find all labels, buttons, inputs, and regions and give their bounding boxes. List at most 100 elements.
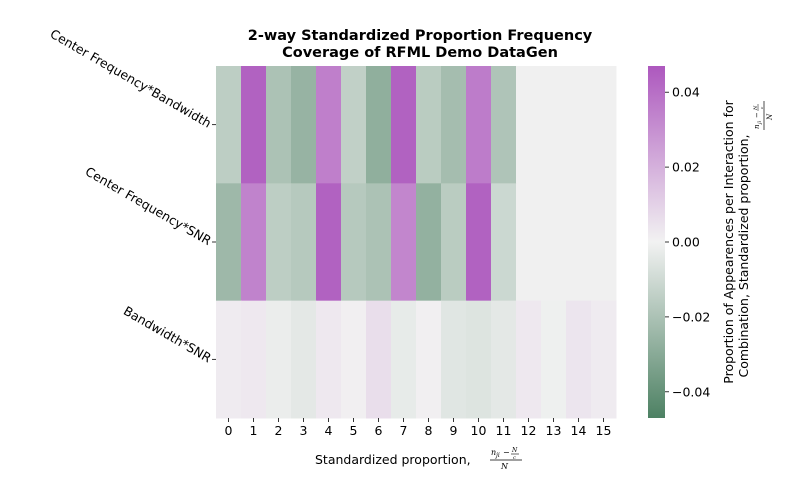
heatmap-cell xyxy=(441,300,467,419)
svg-text:n: n xyxy=(753,124,761,129)
heatmap-cell xyxy=(391,66,417,184)
x-tick-label: 11 xyxy=(496,423,512,438)
x-tick-label: 7 xyxy=(400,423,408,438)
heatmap-cell xyxy=(391,183,417,302)
heatmap-cell xyxy=(466,66,492,184)
x-axis-label-formula: n ji − N c N xyxy=(490,447,522,471)
colorbar-tick-label: 0.02 xyxy=(672,160,700,175)
chart-title-line-2: Coverage of RFML Demo DataGen xyxy=(282,45,558,61)
svg-text:N: N xyxy=(766,113,774,121)
x-axis-ticks: 0 1 2 3 4 5 6 7 8 9 10 11 12 13 14 15 xyxy=(225,418,612,438)
heatmap-cell xyxy=(591,300,617,419)
x-tick-label: 12 xyxy=(521,423,537,438)
heatmap-cell xyxy=(216,300,242,419)
svg-text:c: c xyxy=(759,106,764,109)
svg-text:ji: ji xyxy=(494,452,500,459)
heatmap-cell xyxy=(366,66,392,184)
x-tick-label: 13 xyxy=(546,423,562,438)
x-tick-label: 1 xyxy=(250,423,258,438)
heatmap-cell xyxy=(216,66,242,184)
heatmap-cell xyxy=(241,66,267,184)
colorbar-tick-label: 0.00 xyxy=(672,235,700,250)
heatmap-cell xyxy=(366,183,392,302)
svg-text:c: c xyxy=(513,455,516,461)
colorbar-label-line-2: Combination, Standardized proportion, xyxy=(736,134,751,377)
svg-text:ji: ji xyxy=(757,120,763,125)
heatmap-cell xyxy=(341,300,367,419)
x-tick-label: 6 xyxy=(375,423,383,438)
colorbar-ticks: −0.04 −0.02 0.00 0.02 0.04 xyxy=(665,85,710,399)
heatmap-cell xyxy=(291,183,317,302)
x-tick-label: 4 xyxy=(325,423,333,438)
heatmap-cell xyxy=(391,300,417,419)
heatmap-cell xyxy=(441,183,467,302)
heatmap-cell xyxy=(341,66,367,184)
heatmap-cell xyxy=(216,183,242,302)
heatmap-cell xyxy=(566,66,592,184)
svg-text:−: − xyxy=(503,448,510,457)
heatmap-cell xyxy=(441,66,467,184)
svg-text:−: − xyxy=(753,112,761,118)
x-tick-label: 0 xyxy=(225,423,233,438)
heatmap-cell xyxy=(491,300,517,419)
colorbar xyxy=(648,66,665,418)
x-tick-label: 8 xyxy=(425,423,433,438)
svg-text:N: N xyxy=(500,462,509,471)
heatmap-cell xyxy=(416,183,442,302)
x-axis-label: Standardized proportion, n ji − N c N xyxy=(315,447,522,471)
heatmap-cell xyxy=(591,183,617,302)
x-tick-label: 15 xyxy=(596,423,612,438)
x-tick-label: 10 xyxy=(471,423,487,438)
heatmap-cell xyxy=(291,300,317,419)
heatmap-cell xyxy=(516,66,542,184)
heatmap-cell xyxy=(591,66,617,184)
heatmap-cell xyxy=(416,300,442,419)
y-axis-ticks: Center Frequency*Bandwidth Center Frequen… xyxy=(48,26,216,366)
heatmap-cell xyxy=(266,66,292,184)
heatmap-cell xyxy=(541,300,567,419)
heatmap-cell xyxy=(541,183,567,302)
heatmap-cell xyxy=(566,300,592,419)
y-tick-label: Bandwidth*SNR xyxy=(121,303,214,366)
svg-text:n: n xyxy=(491,448,496,457)
x-tick-label: 2 xyxy=(275,423,283,438)
colorbar-label-formula: n ji − N c N xyxy=(753,101,774,130)
heatmap-cell xyxy=(516,300,542,419)
heatmap-cell xyxy=(266,183,292,302)
heatmap-cell xyxy=(566,183,592,302)
colorbar-tick-label: −0.02 xyxy=(672,309,710,324)
chart-title-line-1: 2-way Standardized Proportion Frequency xyxy=(248,28,593,44)
colorbar-label-line-1: Proportion of Appearences per Interactio… xyxy=(721,99,736,383)
x-tick-label: 9 xyxy=(450,423,458,438)
heatmap-cells xyxy=(216,66,617,419)
svg-text:N: N xyxy=(511,447,518,454)
heatmap-cell xyxy=(316,300,342,419)
chart-title: 2-way Standardized Proportion Frequency … xyxy=(248,28,593,61)
x-tick-label: 3 xyxy=(300,423,308,438)
heatmap-cell xyxy=(416,66,442,184)
colorbar-tick-label: −0.04 xyxy=(672,384,710,399)
heatmap-cell xyxy=(316,183,342,302)
heatmap-cell xyxy=(466,183,492,302)
heatmap-cell xyxy=(291,66,317,184)
heatmap-cell xyxy=(491,66,517,184)
heatmap-cell xyxy=(241,183,267,302)
heatmap-cell xyxy=(316,66,342,184)
svg-text:N: N xyxy=(753,105,759,111)
heatmap-cell xyxy=(366,300,392,419)
colorbar-tick-label: 0.04 xyxy=(672,85,700,100)
heatmap-cell xyxy=(341,183,367,302)
heatmap-cell xyxy=(266,300,292,419)
heatmap-cell xyxy=(516,183,542,302)
y-tick-label: Center Frequency*SNR xyxy=(83,164,214,249)
heatmap-cell xyxy=(241,300,267,419)
x-axis-label-text: Standardized proportion, xyxy=(315,452,471,467)
colorbar-label: Proportion of Appearences per Interactio… xyxy=(721,99,774,383)
heatmap-cell xyxy=(541,66,567,184)
x-tick-label: 5 xyxy=(350,423,358,438)
heatmap-cell xyxy=(491,183,517,302)
x-tick-label: 14 xyxy=(571,423,587,438)
y-tick-label: Center Frequency*Bandwidth xyxy=(48,26,214,131)
heatmap-cell xyxy=(466,300,492,419)
